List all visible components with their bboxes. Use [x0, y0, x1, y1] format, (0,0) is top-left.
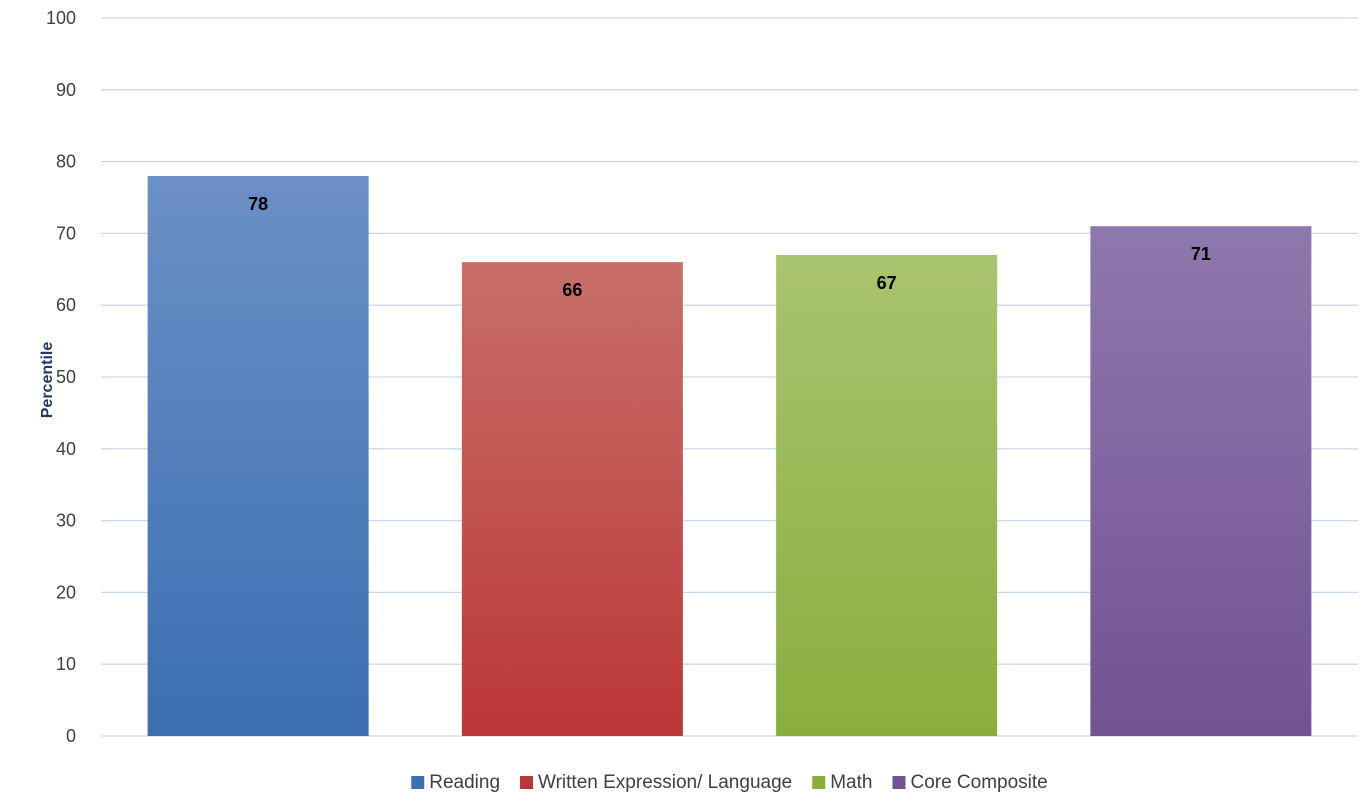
- y-tick-label: 10: [56, 654, 76, 674]
- bars: [147, 175, 1312, 736]
- y-tick-label: 40: [56, 439, 76, 459]
- data-label: 66: [562, 280, 582, 300]
- legend-item: Reading: [411, 772, 500, 793]
- y-tick-label: 30: [56, 511, 76, 531]
- legend-swatch: [411, 776, 425, 789]
- data-labels: 78 66 67 71: [248, 194, 1211, 300]
- data-label: 71: [1191, 244, 1211, 264]
- legend: Reading Written Expression/ Language Math C…: [411, 772, 1048, 793]
- axis-titles: Percentile: [39, 342, 56, 419]
- legend-item: Core Composite: [892, 772, 1048, 793]
- y-tick-label: 50: [56, 367, 76, 387]
- bar-written-expression-language: [461, 262, 683, 736]
- y-tick-label: 0: [66, 726, 76, 746]
- y-tick-label: 100: [46, 8, 76, 28]
- legend-item: Math: [812, 772, 872, 793]
- y-axis-ticks: 0 10 20 30 40 50 60 70 80 90 100: [46, 8, 76, 746]
- y-tick-label: 20: [56, 582, 76, 602]
- legend-label: Math: [830, 772, 872, 793]
- legend-swatch: [892, 776, 906, 789]
- y-tick-label: 80: [56, 152, 76, 172]
- bar-core-composite: [1090, 226, 1312, 736]
- y-tick-label: 70: [56, 223, 76, 243]
- data-label: 67: [877, 273, 897, 293]
- y-tick-label: 60: [56, 295, 76, 315]
- legend-swatch: [520, 776, 534, 789]
- legend-label: Written Expression/ Language: [538, 772, 792, 793]
- bar-reading: [147, 175, 369, 736]
- data-label: 78: [248, 194, 268, 214]
- legend-label: Core Composite: [910, 772, 1047, 793]
- legend-label: Reading: [429, 772, 500, 793]
- legend-item: Written Expression/ Language: [520, 772, 792, 793]
- y-axis-title: Percentile: [39, 342, 56, 419]
- bar-math: [776, 254, 998, 736]
- legend-swatch: [812, 776, 826, 789]
- y-tick-label: 90: [56, 80, 76, 100]
